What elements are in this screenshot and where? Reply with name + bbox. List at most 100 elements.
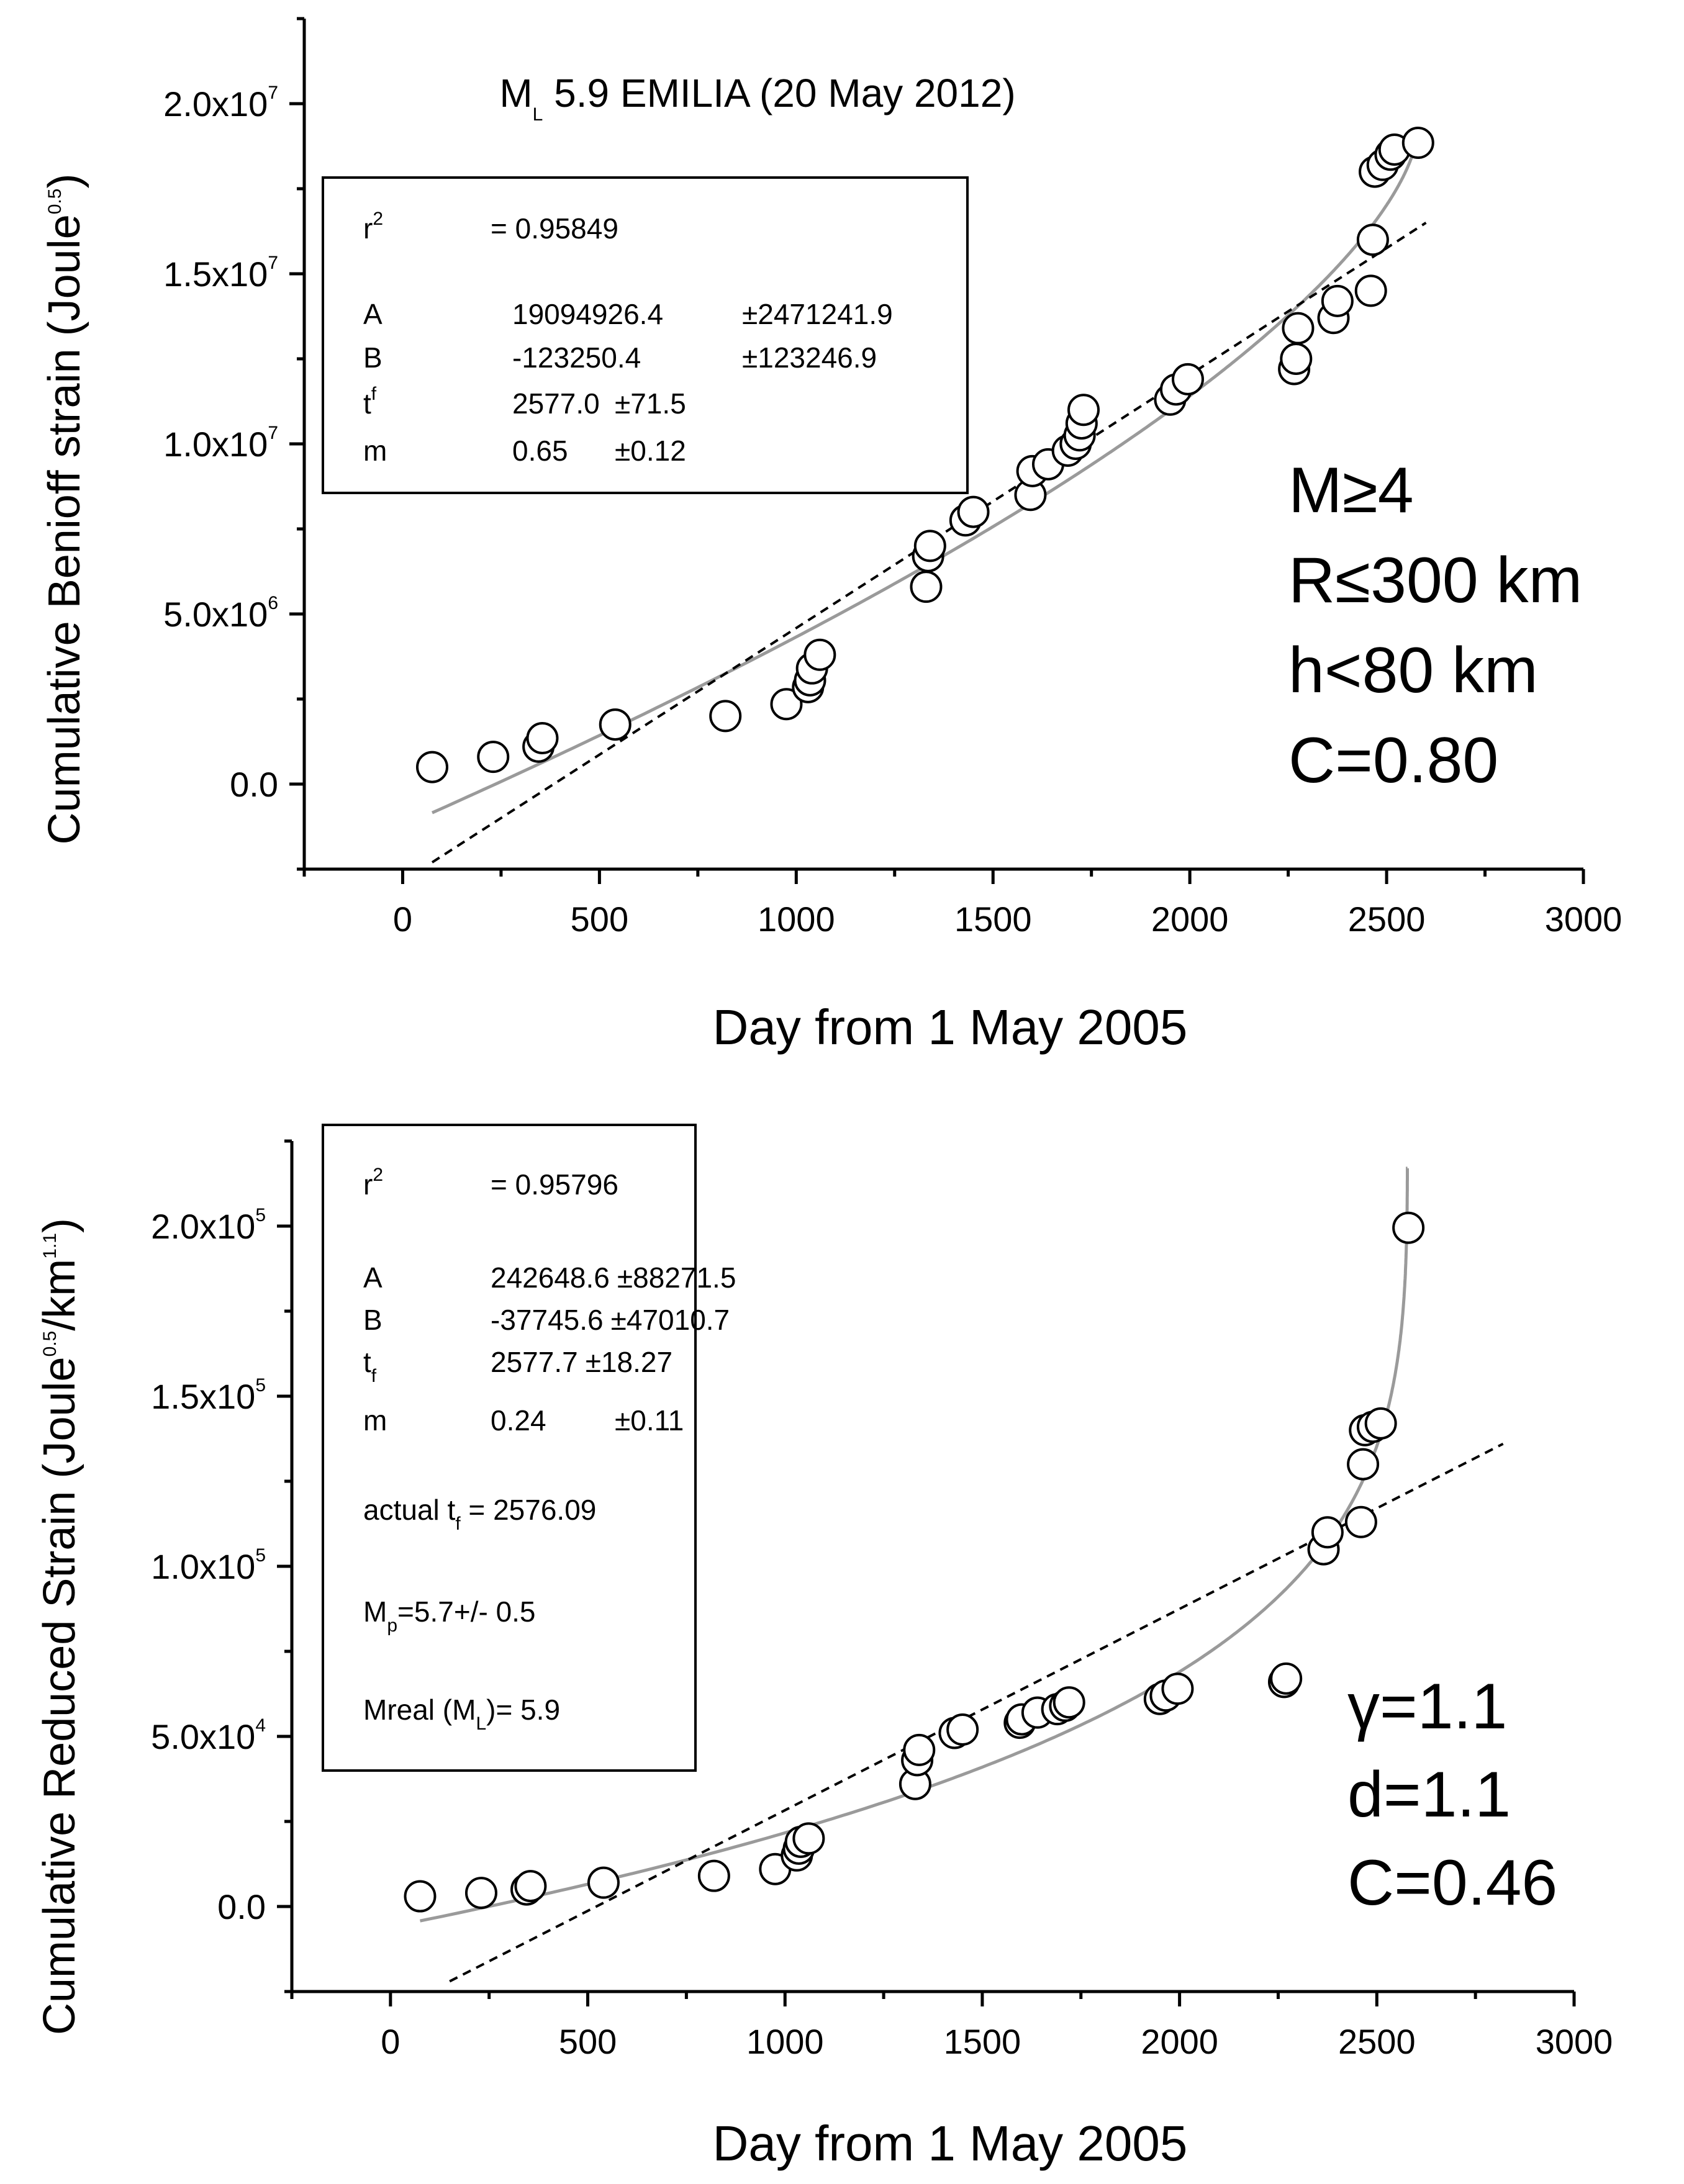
y-tick-label: 1.5x107 — [163, 253, 278, 294]
data-point — [1052, 1686, 1085, 1719]
x-tick-label: 2000 — [1151, 900, 1229, 939]
data-point — [526, 722, 559, 755]
y-axis-label: Cumulative Benioff strain (Joule0.5) — [40, 174, 89, 845]
y-tick-label: 1.0x107 — [163, 423, 278, 464]
param-d: d=1.1 — [1347, 1759, 1511, 1831]
param-a-value: 19094926.4 — [512, 298, 663, 330]
param-tf-value: 2577.7 ±18.27 — [491, 1346, 672, 1378]
y-tick-label: 1.0x105 — [151, 1545, 266, 1586]
y-tick-label: 0.0 — [217, 1887, 266, 1926]
r2-value: = 0.95849 — [491, 212, 618, 245]
x-tick-label: 0 — [393, 900, 412, 939]
real-magnitude: Mreal (ML)= 5.9 — [363, 1694, 560, 1734]
x-tick-label: 2500 — [1338, 2022, 1416, 2061]
y-tick-label: 2.0x105 — [151, 1205, 266, 1246]
param-m-value: 0.65 — [512, 435, 568, 467]
data-point — [1364, 1407, 1397, 1440]
data-point — [946, 1713, 979, 1746]
x-tick-label: 0 — [381, 2022, 400, 2061]
param-m-label: m — [363, 435, 387, 467]
param-tf-label: tf — [363, 1346, 377, 1386]
x-tick-label: 3000 — [1545, 900, 1623, 939]
data-point — [913, 530, 946, 562]
param-b-value: -123250.4 — [512, 341, 641, 374]
x-tick-label: 1500 — [954, 900, 1032, 939]
y-tick-label: 5.0x106 — [163, 593, 278, 634]
predicted-magnitude: Mp=5.7+/- 0.5 — [363, 1595, 536, 1636]
x-axis-label: Day from 1 May 2005 — [713, 2116, 1188, 2171]
criterion-depth: h<80 km — [1288, 634, 1538, 706]
data-point — [957, 495, 990, 528]
data-point — [903, 1733, 936, 1766]
x-tick-label: 500 — [571, 900, 628, 939]
param-b-label: B — [363, 341, 383, 374]
param-b-value: -37745.6 ±47010.7 — [491, 1304, 730, 1336]
data-points — [416, 127, 1434, 783]
data-point — [1311, 1516, 1344, 1549]
y-tick-label: 0.0 — [230, 765, 278, 804]
param-b-error: ±123246.9 — [742, 341, 877, 374]
data-point — [416, 751, 448, 783]
param-a-error: ±2471241.9 — [742, 298, 893, 330]
data-point — [1280, 343, 1313, 375]
r2-value: = 0.95796 — [491, 1168, 618, 1201]
param-a-label: A — [363, 298, 383, 330]
fit-parameters-box: r2 = 0.95796 A 242648.6 ±88271.5 B -37745… — [322, 1124, 736, 1772]
axes-frame: 0 500 1000 1500 2000 2500 3000 0.0 5.0x104 1.0x10… — [151, 1139, 1613, 2061]
param-tf-error: ±71.5 — [615, 387, 686, 420]
model-parameters: γ=1.1 d=1.1 C=0.46 — [1347, 1671, 1557, 1919]
data-point — [477, 741, 510, 774]
x-tick-label: 2000 — [1141, 2022, 1218, 2061]
x-axis-label: Day from 1 May 2005 — [713, 999, 1188, 1055]
param-b-label: B — [363, 1304, 383, 1336]
data-point — [1401, 127, 1434, 160]
criterion-c-value: C=0.80 — [1288, 724, 1498, 796]
chart-title: ML 5.9 EMILIA (20 May 2012) — [499, 71, 1015, 125]
x-tick-label: 500 — [559, 2022, 617, 2061]
data-point — [1171, 363, 1204, 395]
r2-label: r2 — [363, 1165, 383, 1201]
x-tick-label: 1000 — [746, 2022, 824, 2061]
y-tick-label: 1.5x105 — [151, 1375, 266, 1416]
data-point — [1392, 1211, 1425, 1244]
linear-fit-line — [431, 222, 1427, 864]
data-points — [404, 1211, 1425, 1913]
x-tick-label: 3000 — [1536, 2022, 1613, 2061]
data-point — [1161, 1672, 1194, 1705]
param-c-value: C=0.46 — [1347, 1847, 1557, 1919]
legend-frame — [322, 1124, 697, 1772]
data-point — [1356, 223, 1389, 256]
r2-label: r2 — [363, 209, 383, 245]
data-point — [792, 1822, 825, 1855]
param-a-value: 242648.6 ±88271.5 — [491, 1261, 736, 1294]
data-point — [1270, 1662, 1303, 1695]
data-point — [514, 1870, 547, 1903]
data-point — [599, 708, 632, 741]
selection-criteria: M≥4 R≤300 km h<80 km C=0.80 — [1288, 454, 1582, 796]
data-point — [1067, 394, 1100, 426]
param-m-value: 0.24 — [491, 1404, 546, 1437]
panel-reduced-strain: 0 500 1000 1500 2000 2500 3000 0.0 5.0x104 1.0x10… — [35, 1124, 1613, 2171]
param-m-error: ±0.11 — [615, 1404, 684, 1437]
data-point — [587, 1866, 620, 1899]
param-tf-label: tf — [363, 384, 377, 420]
criterion-magnitude: M≥4 — [1288, 454, 1414, 526]
data-point — [1321, 284, 1354, 317]
data-point — [770, 688, 803, 721]
data-point — [464, 1877, 497, 1910]
y-tick-label: 2.0x107 — [163, 83, 278, 124]
axes-frame: 0 500 1000 1500 2000 2500 3000 0.0 5.0x106 1.0x10… — [163, 17, 1623, 939]
legend-frame — [322, 176, 969, 494]
data-point — [1347, 1448, 1380, 1481]
x-tick-label: 2500 — [1348, 900, 1426, 939]
criterion-radius: R≤300 km — [1288, 544, 1582, 616]
y-tick-label: 5.0x104 — [151, 1715, 266, 1756]
data-point — [804, 638, 836, 671]
data-point — [1354, 274, 1387, 307]
fit-parameters-box: r2 = 0.95849 A 19094926.4 ±2471241.9 B -… — [322, 176, 969, 494]
data-point — [697, 1859, 730, 1892]
param-tf-value: 2577.0 — [512, 387, 600, 420]
x-tick-label: 1000 — [758, 900, 835, 939]
data-point — [910, 571, 943, 603]
